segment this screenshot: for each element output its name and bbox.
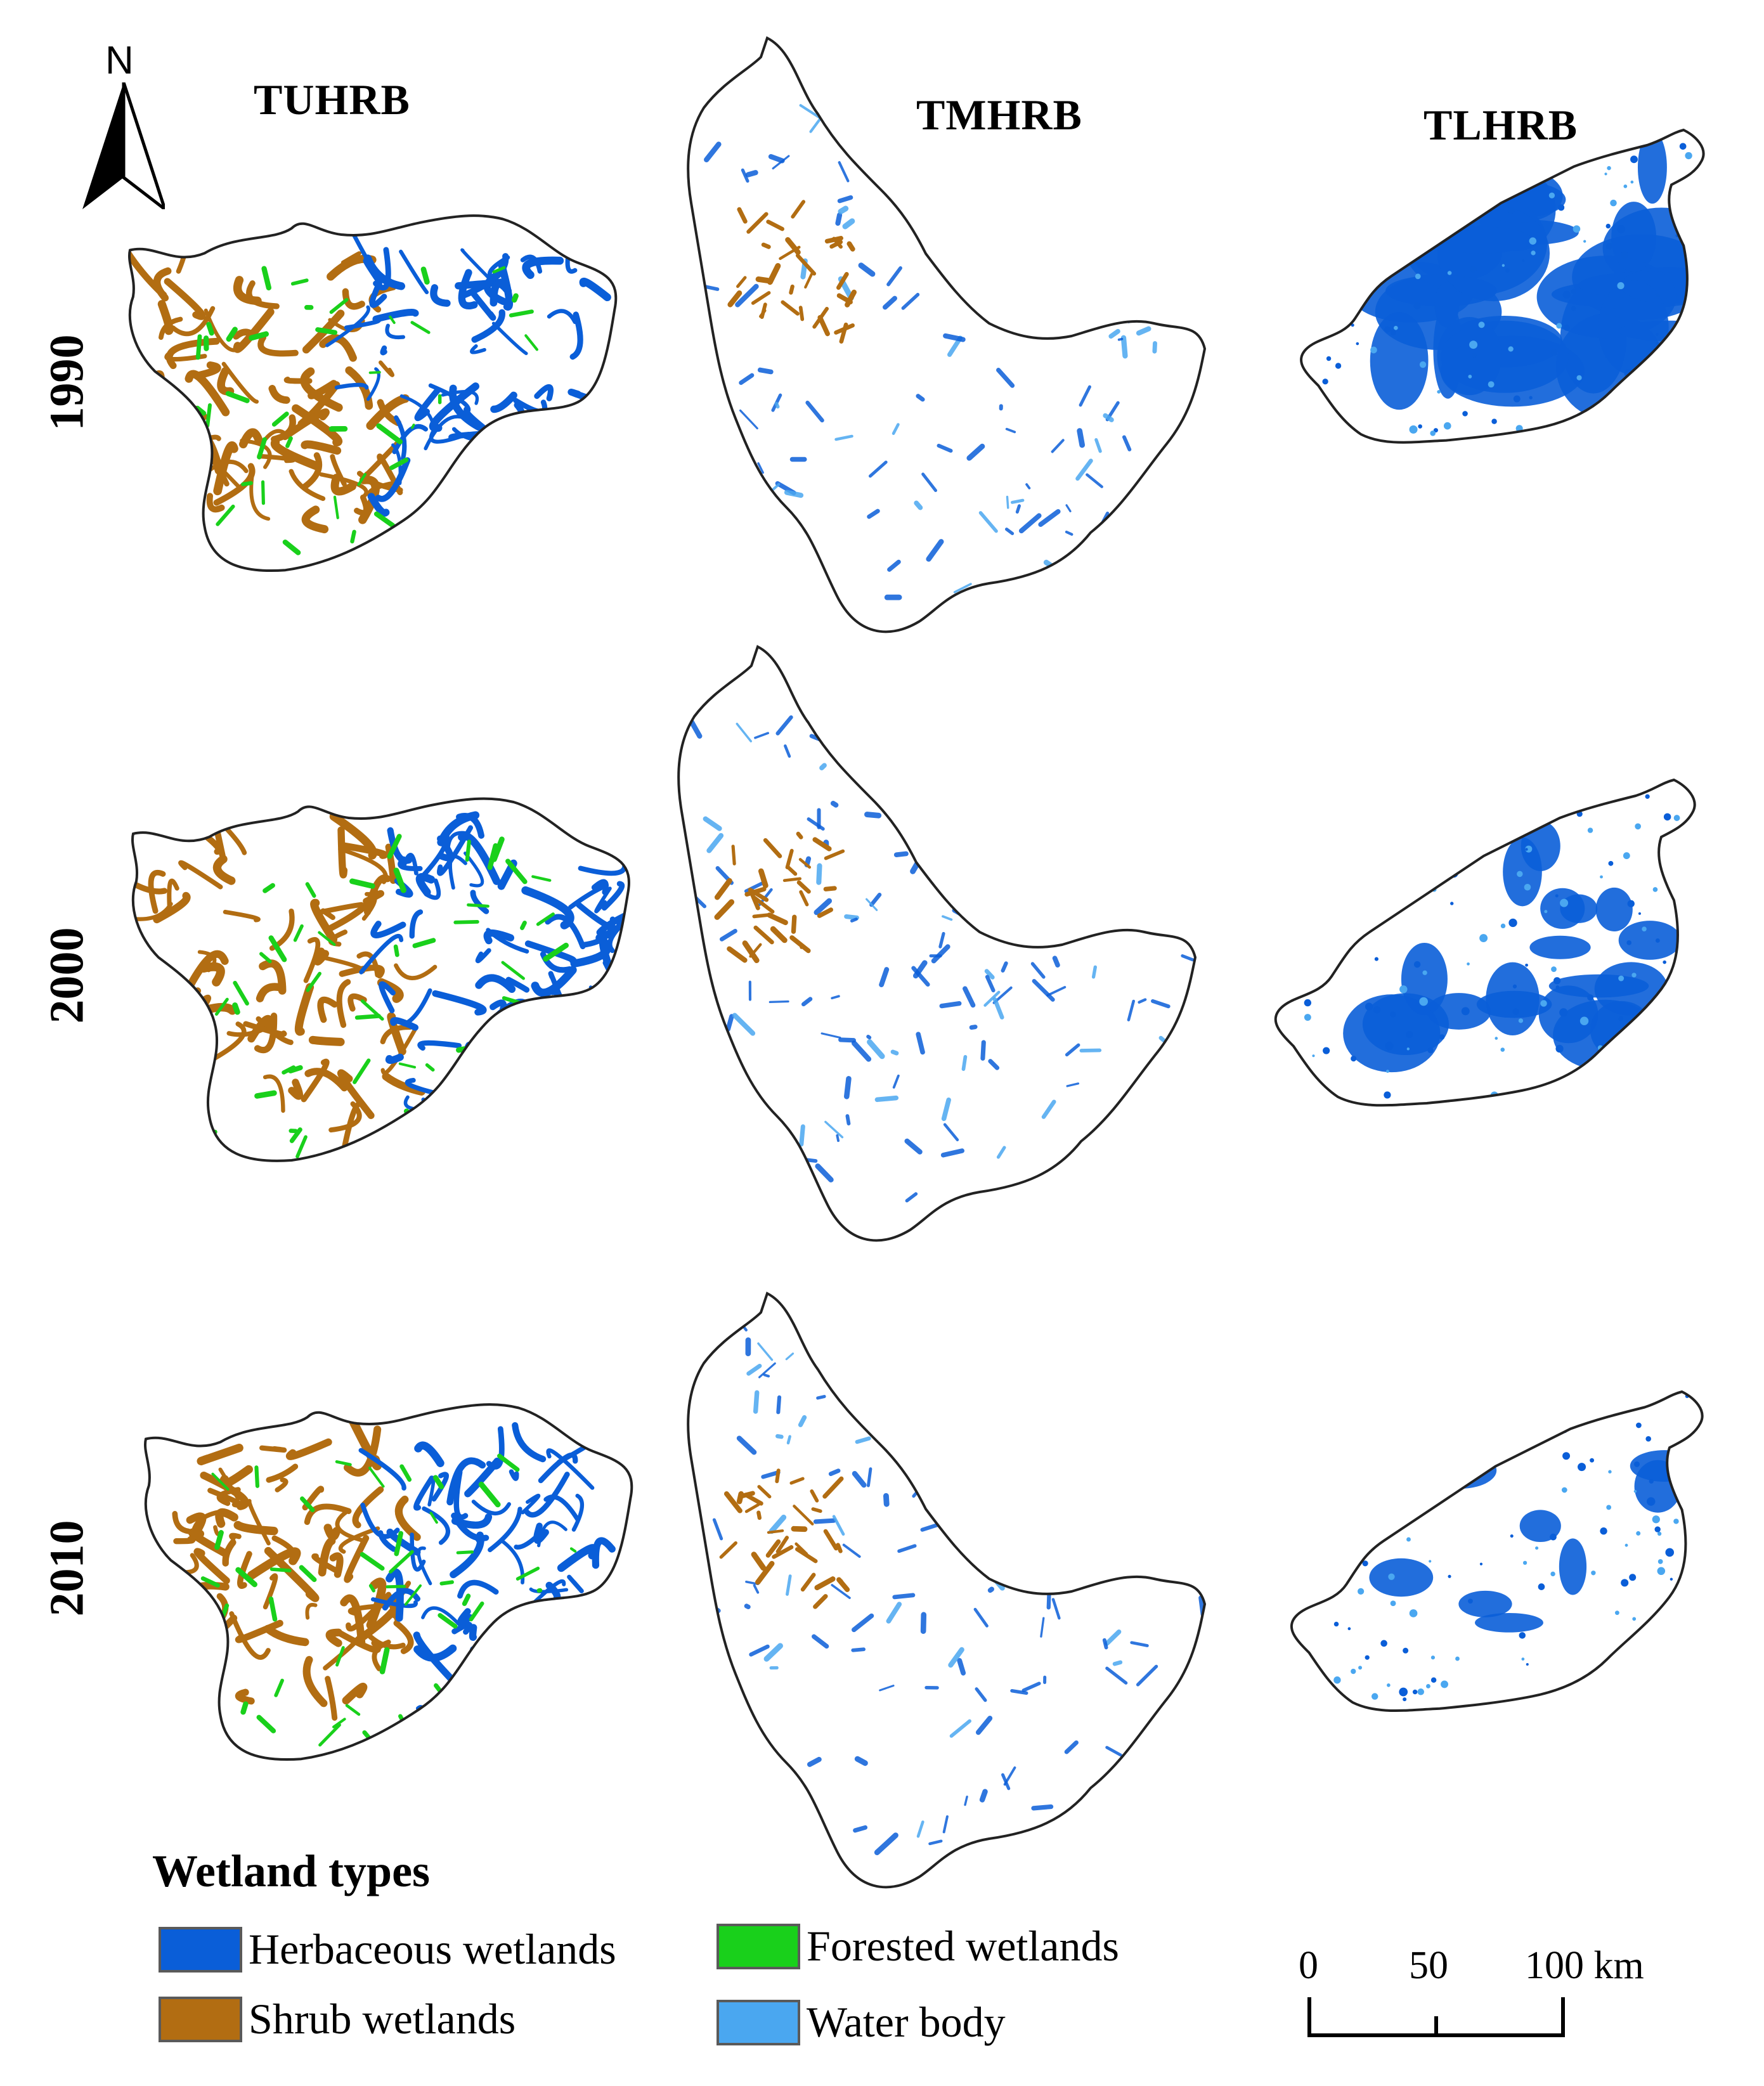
map-tlhrb-1990 xyxy=(1301,127,1720,448)
scale-tick-0: 0 xyxy=(1299,1944,1318,1987)
legend-swatch-water xyxy=(717,1999,800,2045)
legend-item-shrub: Shrub wetlands xyxy=(159,1994,516,2044)
map-tuhrb-1990 xyxy=(127,214,618,573)
map-tuhrb-2010 xyxy=(143,1403,633,1761)
legend-label-herbaceous: Herbaceous wetlands xyxy=(249,1925,616,1973)
scale-tick-50: 50 xyxy=(1409,1944,1448,1987)
legend-swatch-herbaceous xyxy=(159,1926,242,1973)
legend-title: Wetland types xyxy=(152,1846,431,1896)
legend-label-water: Water body xyxy=(807,1998,1006,2046)
legend-swatch-shrub xyxy=(159,1996,242,2042)
map-tmhrb-2000 xyxy=(677,645,1197,1242)
map-tlhrb-2010 xyxy=(1290,1390,1704,1713)
map-tuhrb-2000 xyxy=(131,797,630,1162)
scale-tick-100km: 100 km xyxy=(1525,1944,1644,1987)
legend-label-forested: Forested wetlands xyxy=(807,1922,1119,1970)
legend-item-herbaceous: Herbaceous wetlands xyxy=(159,1924,616,1974)
north-label: N xyxy=(105,39,134,82)
legend-swatch-forested xyxy=(717,1923,800,1969)
map-tlhrb-2000 xyxy=(1274,779,1696,1107)
north-arrow: N xyxy=(82,38,165,209)
legend-item-water: Water body xyxy=(717,1997,1006,2047)
legend-item-forested: Forested wetlands xyxy=(717,1921,1119,1971)
north-arrow-icon xyxy=(82,82,165,209)
map-tmhrb-2010 xyxy=(687,1292,1206,1889)
column-title-tuhrb: TUHRB xyxy=(254,75,410,124)
column-title-tmhrb: TMHRB xyxy=(916,91,1082,139)
column-title-tlhrb: TLHRB xyxy=(1424,101,1578,149)
map-tmhrb-1990 xyxy=(687,37,1206,633)
legend-label-shrub: Shrub wetlands xyxy=(249,1995,516,2043)
scale-bar xyxy=(1307,1997,1565,2037)
